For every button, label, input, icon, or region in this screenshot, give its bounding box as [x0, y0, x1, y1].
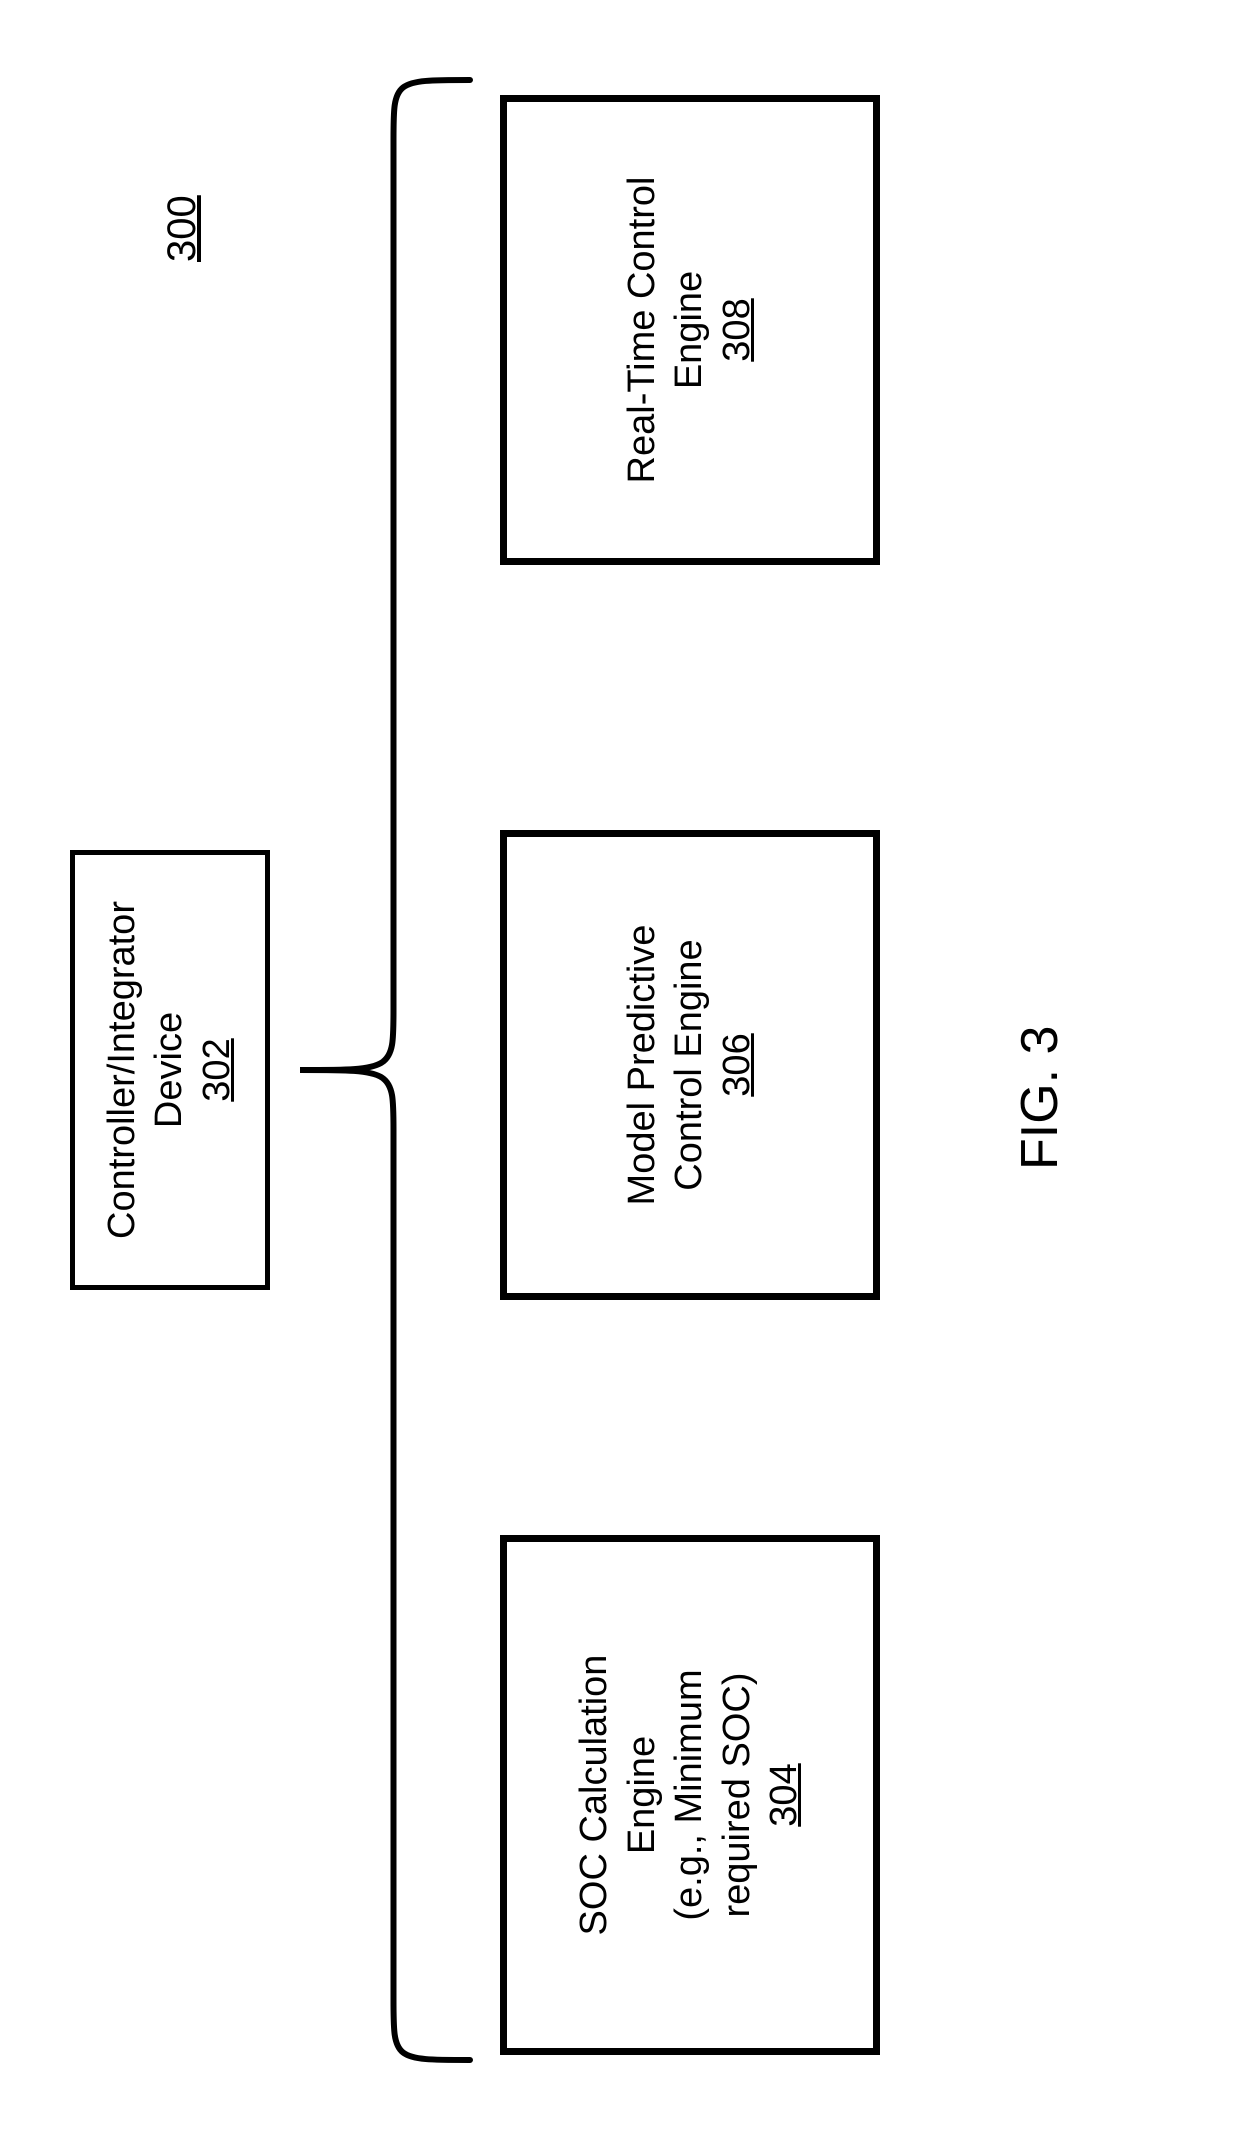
mpc-box: Model PredictiveControl Engine306 — [500, 830, 880, 1300]
mpc-ref: 306 — [714, 1033, 762, 1096]
rtc-line-1: Engine — [666, 271, 714, 389]
brace-icon — [300, 80, 470, 2060]
controller-label-line2: Device — [146, 1012, 194, 1128]
soc-line-3: required SOC) — [714, 1673, 762, 1918]
controller-integrator-box: Controller/IntegratorDevice302 — [70, 850, 270, 1290]
mpc-line-1: Control Engine — [666, 939, 714, 1190]
figure-label: FIG. 3 — [1010, 1026, 1070, 1170]
soc-line-1: Engine — [619, 1736, 667, 1854]
soc-line-0: SOC Calculation — [571, 1655, 619, 1936]
rtc-ref: 308 — [714, 298, 762, 361]
controller-label-line1: Controller/Integrator — [99, 901, 147, 1239]
rtc-box: Real-Time ControlEngine308 — [500, 95, 880, 565]
soc-box: SOC CalculationEngine(e.g., Minimumrequi… — [500, 1535, 880, 2055]
soc-ref: 304 — [761, 1763, 809, 1826]
mpc-line-0: Model Predictive — [619, 925, 667, 1206]
diagram-stage: Controller/IntegratorDevice302 SOC Calcul… — [0, 0, 1240, 2130]
system-ref: 300 — [160, 195, 205, 262]
soc-line-2: (e.g., Minimum — [666, 1669, 714, 1920]
controller-ref: 302 — [194, 1038, 242, 1101]
rtc-line-0: Real-Time Control — [619, 177, 667, 484]
